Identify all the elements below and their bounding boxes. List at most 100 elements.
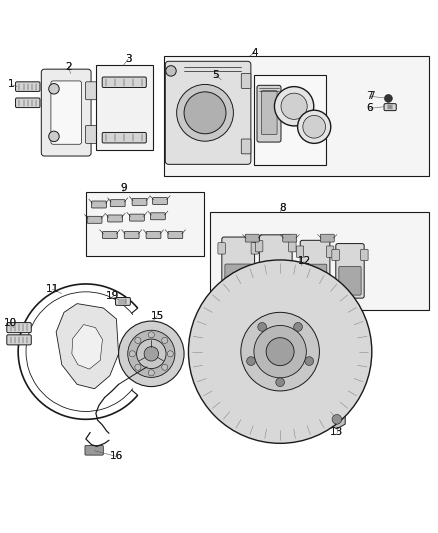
Circle shape (148, 332, 154, 338)
Circle shape (129, 351, 135, 357)
Text: 15: 15 (150, 311, 164, 321)
FancyBboxPatch shape (7, 335, 31, 345)
Text: 3: 3 (125, 54, 131, 64)
Circle shape (297, 110, 331, 143)
Text: 7: 7 (366, 91, 373, 101)
Text: 6: 6 (366, 103, 373, 114)
FancyBboxPatch shape (245, 234, 259, 242)
FancyBboxPatch shape (320, 234, 334, 242)
Circle shape (258, 322, 267, 332)
Text: 2: 2 (65, 61, 72, 71)
FancyBboxPatch shape (245, 290, 259, 298)
Text: 16: 16 (110, 451, 123, 462)
Circle shape (49, 84, 59, 94)
FancyBboxPatch shape (251, 243, 258, 254)
FancyBboxPatch shape (102, 133, 146, 143)
Text: 19: 19 (106, 291, 119, 301)
FancyBboxPatch shape (222, 237, 254, 300)
Text: 13: 13 (330, 427, 343, 438)
FancyBboxPatch shape (146, 231, 161, 239)
Circle shape (266, 338, 294, 366)
Text: 5: 5 (212, 70, 219, 80)
Text: 19: 19 (106, 291, 119, 301)
FancyBboxPatch shape (150, 213, 165, 220)
Bar (164, 56, 429, 176)
FancyBboxPatch shape (218, 243, 225, 254)
Text: 8: 8 (279, 203, 286, 213)
Text: 5: 5 (212, 70, 219, 80)
Text: 9: 9 (120, 183, 127, 193)
FancyBboxPatch shape (336, 244, 364, 298)
FancyBboxPatch shape (102, 77, 146, 87)
FancyBboxPatch shape (262, 262, 289, 295)
FancyBboxPatch shape (85, 125, 98, 143)
Text: 13: 13 (330, 427, 343, 438)
Text: 4: 4 (251, 47, 258, 58)
Text: 4: 4 (251, 47, 258, 58)
Text: 11: 11 (46, 284, 59, 294)
FancyBboxPatch shape (283, 234, 297, 242)
FancyBboxPatch shape (241, 139, 251, 154)
FancyBboxPatch shape (85, 82, 98, 100)
Circle shape (177, 84, 233, 141)
Text: 1: 1 (7, 79, 14, 90)
FancyBboxPatch shape (300, 240, 330, 297)
Text: 15: 15 (150, 311, 164, 321)
Circle shape (188, 260, 372, 443)
Circle shape (305, 357, 314, 366)
Circle shape (137, 339, 166, 368)
FancyBboxPatch shape (225, 264, 251, 297)
FancyBboxPatch shape (15, 98, 40, 108)
FancyBboxPatch shape (87, 216, 102, 223)
FancyBboxPatch shape (116, 297, 131, 305)
Text: 8: 8 (279, 203, 286, 213)
FancyBboxPatch shape (257, 85, 281, 142)
FancyBboxPatch shape (132, 198, 147, 205)
FancyBboxPatch shape (339, 266, 361, 295)
FancyBboxPatch shape (261, 91, 277, 135)
Bar (86, 192, 204, 256)
FancyBboxPatch shape (241, 74, 251, 88)
Circle shape (247, 357, 255, 366)
Text: 2: 2 (65, 61, 72, 71)
Circle shape (135, 364, 141, 370)
FancyBboxPatch shape (41, 69, 91, 156)
Text: 12: 12 (297, 256, 311, 266)
Circle shape (162, 337, 168, 343)
FancyBboxPatch shape (102, 231, 117, 239)
FancyBboxPatch shape (296, 246, 304, 257)
Bar (96, 65, 152, 150)
Circle shape (254, 326, 306, 378)
Circle shape (184, 92, 226, 134)
FancyBboxPatch shape (384, 103, 396, 111)
FancyBboxPatch shape (7, 322, 31, 333)
Circle shape (294, 322, 303, 332)
Circle shape (167, 351, 173, 357)
Text: 6: 6 (366, 103, 373, 114)
Circle shape (166, 66, 176, 76)
Circle shape (162, 364, 168, 370)
FancyBboxPatch shape (124, 231, 139, 239)
Text: 16: 16 (110, 451, 123, 462)
FancyBboxPatch shape (332, 249, 339, 261)
Circle shape (281, 93, 307, 119)
FancyBboxPatch shape (360, 249, 368, 261)
Text: 10: 10 (4, 318, 17, 328)
Polygon shape (72, 325, 102, 369)
FancyBboxPatch shape (108, 215, 123, 222)
Text: 9: 9 (120, 183, 127, 193)
FancyBboxPatch shape (165, 61, 251, 164)
FancyBboxPatch shape (92, 201, 106, 208)
Text: 10: 10 (4, 318, 17, 328)
FancyBboxPatch shape (51, 81, 81, 144)
FancyBboxPatch shape (289, 240, 296, 252)
Circle shape (128, 330, 175, 377)
Circle shape (148, 370, 154, 376)
Circle shape (135, 337, 141, 343)
Text: 1: 1 (7, 79, 14, 90)
FancyBboxPatch shape (303, 264, 327, 294)
Bar (210, 212, 428, 310)
FancyBboxPatch shape (130, 214, 145, 221)
FancyBboxPatch shape (15, 82, 40, 92)
Circle shape (385, 94, 392, 102)
